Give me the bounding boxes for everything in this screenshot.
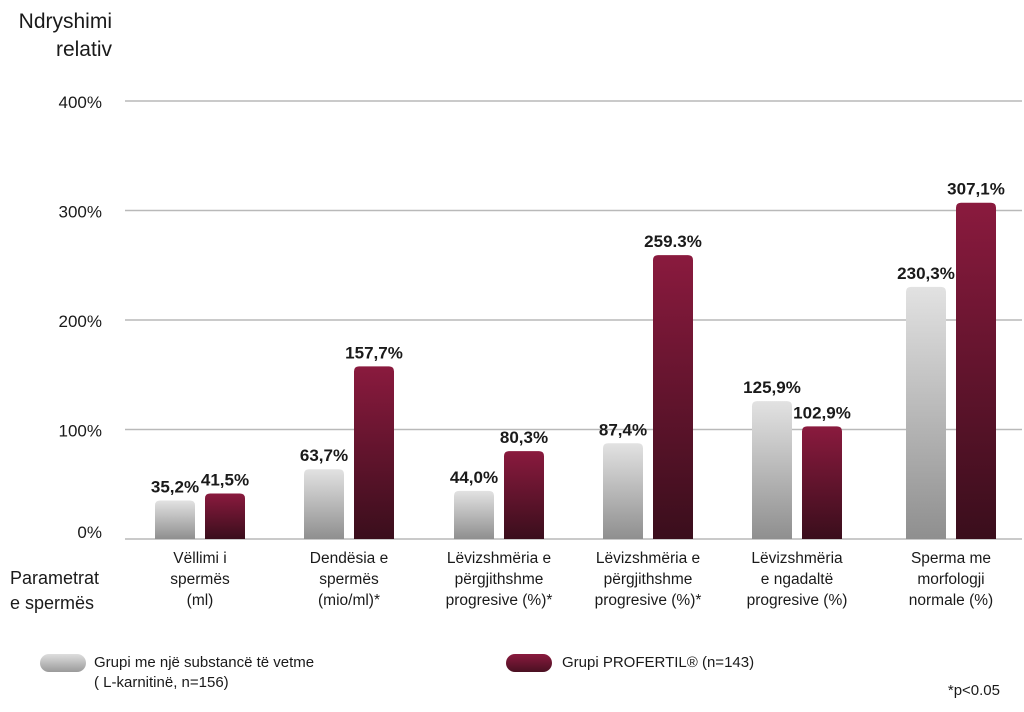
bar-value-label: 259.3%: [644, 232, 702, 251]
legend-swatch-single-substance: [40, 654, 86, 672]
bar-value-label: 230,3%: [897, 264, 955, 283]
bar-value-labels: 35,2% 41,5% 63,7% 157,7% 44,0% 80,3% 87,4% 259.…: [151, 180, 1005, 497]
bar-single-substance: [603, 443, 643, 539]
legend-swatch-profertil: [506, 654, 552, 672]
bar-single-substance: [752, 401, 792, 539]
bar-profertil: [956, 202, 996, 539]
bar-value-label: 87,4%: [599, 420, 647, 439]
category-label: Dendësia e spermës (mio/ml)*: [309, 550, 389, 609]
bar-profertil: [354, 366, 394, 539]
footnote: *p<0.05: [947, 682, 1000, 699]
legend-label-single-substance: Grupi me një substancë të vetme ( L-karn…: [94, 654, 315, 691]
bar-profertil: [504, 451, 544, 539]
category-label: Lëvizshmëria e ngadaltë progresive (%): [746, 550, 848, 609]
y-tick-labels: 0% 100% 200% 300% 400%: [59, 93, 102, 542]
gridlines: [125, 100, 1022, 540]
y-tick-label: 100%: [59, 422, 102, 441]
bar-value-label: 63,7%: [300, 446, 348, 465]
bar-single-substance: [906, 286, 946, 539]
bar-profertil: [802, 426, 842, 539]
bar-value-label: 80,3%: [500, 428, 548, 447]
bar-value-label: 44,0%: [450, 468, 498, 487]
bar-single-substance: [304, 469, 344, 539]
bar-single-substance: [155, 500, 195, 539]
bars: [155, 202, 996, 539]
y-tick-label: 200%: [59, 312, 102, 331]
category-label: Lëvizshmëria e përgjithshme progresive (…: [445, 550, 553, 609]
legend-label-profertil: Grupi PROFERTIL® (n=143): [562, 654, 755, 671]
y-tick-label: 300%: [59, 203, 102, 222]
x-axis-title: Parametrat e spermës: [10, 568, 100, 613]
bar-profertil: [205, 493, 245, 539]
bar-single-substance: [454, 490, 494, 539]
y-axis-title: Ndryshimi relativ: [18, 10, 112, 61]
bar-value-label: 41,5%: [201, 471, 249, 490]
y-tick-label: 0%: [77, 523, 102, 542]
bar-profertil: [653, 255, 693, 539]
y-tick-label: 400%: [59, 93, 102, 112]
category-label: Lëvizshmëria e përgjithshme progresive (…: [594, 550, 702, 609]
bar-value-label: 125,9%: [743, 378, 801, 397]
bar-value-label: 157,7%: [345, 343, 403, 362]
bar-value-label: 102,9%: [793, 403, 851, 422]
category-label: Vëllimi i spermës (ml): [170, 550, 230, 609]
bar-value-label: 307,1%: [947, 180, 1005, 199]
category-label: Sperma me morfologji normale (%): [908, 550, 994, 609]
bar-value-label: 35,2%: [151, 477, 199, 496]
